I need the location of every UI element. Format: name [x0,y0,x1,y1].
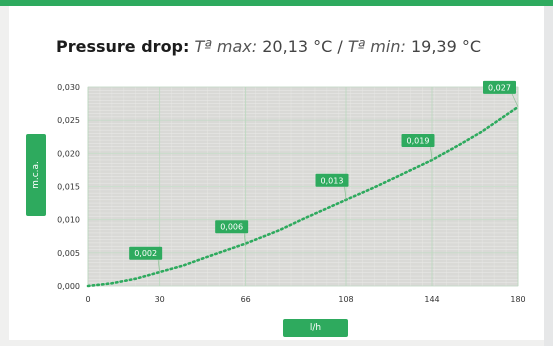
y-tick-label: 0,025 [57,116,80,125]
data-label: 0,013 [321,176,344,185]
tmax-value: 20,13 °C [262,37,333,56]
tmin-label: Tª min: [347,37,406,56]
data-label: 0,019 [407,136,430,145]
x-tick-label: 108 [338,295,353,304]
side-strip [544,6,553,346]
chart-header: Pressure drop: Tª max: 20,13 °C / Tª min… [56,37,481,56]
pressure-drop-curve [86,105,520,288]
annotation-box [483,80,516,94]
annotation-leader [430,146,433,161]
y-tick-label: 0,020 [57,149,80,158]
x-axis-label: l/h [283,319,348,337]
y-axis-label: m.c.a. [31,161,41,189]
tmin-value: 19,39 °C [410,37,482,56]
y-tick-label: 0,015 [57,183,80,192]
annotation-leader [243,233,247,247]
y-tick-label: 0,000 [57,282,80,291]
data-label: 0,002 [134,249,157,258]
tmax-label: Tª max: [194,37,258,56]
data-label: 0,027 [488,83,511,92]
data-label: 0,006 [220,223,243,232]
annotation-box [315,173,349,187]
y-tick-label: 0,010 [57,216,80,225]
annotation-leader [157,259,161,273]
pressure-drop-label: Pressure drop: [56,37,190,56]
annotation-box [215,220,249,234]
annotation-box [129,246,163,260]
y-axis-label-box [26,134,46,216]
annotation-leader [511,93,519,108]
x-tick-label: 180 [510,295,525,304]
annotation-leader [344,186,347,200]
y-tick-label: 0,030 [57,83,80,92]
top-accent-bar [0,0,553,6]
y-tick-label: 0,005 [57,249,80,258]
x-tick-label: 30 [155,295,165,304]
x-tick-label: 66 [241,295,251,304]
x-tick-label: 144 [424,295,439,304]
temp-separator: / [337,37,343,56]
annotation-box [401,133,435,147]
x-tick-label: 0 [85,295,90,304]
